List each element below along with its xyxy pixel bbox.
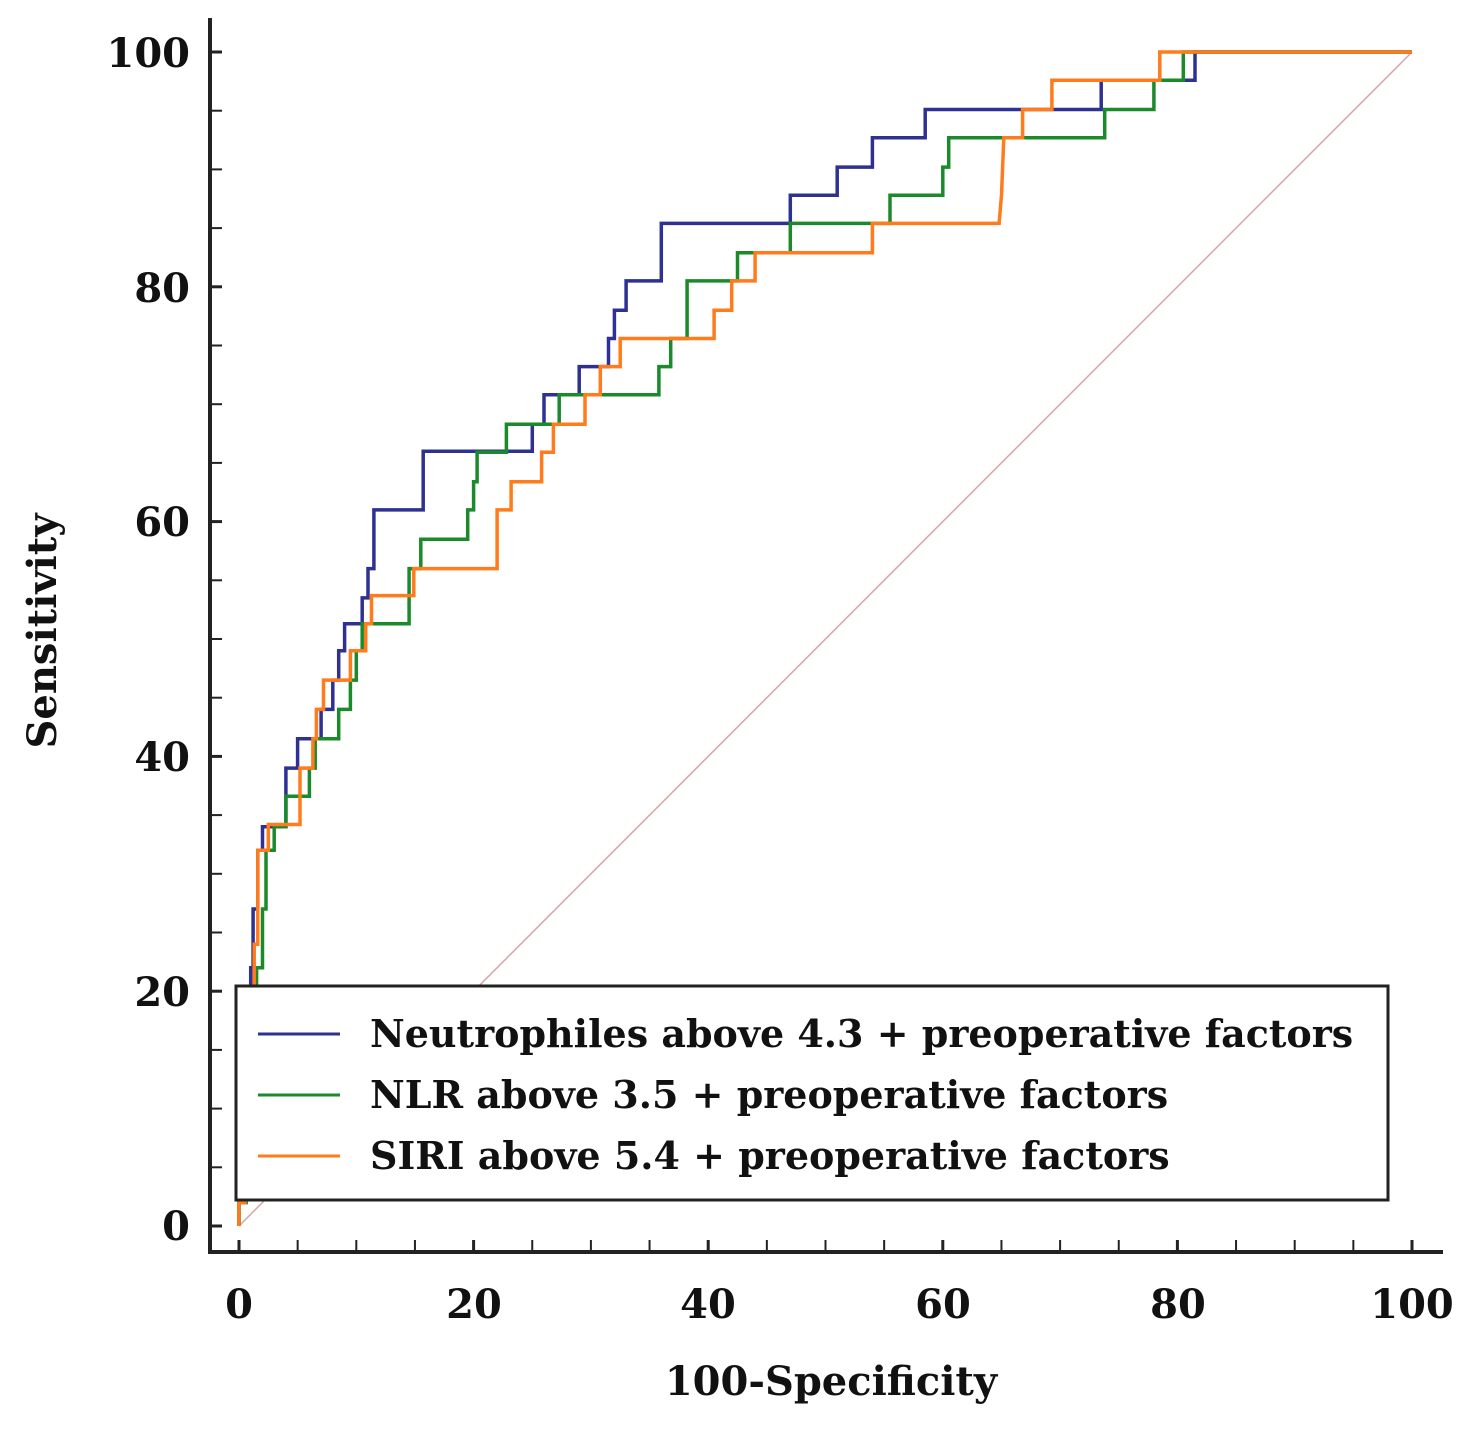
x-tick-marks xyxy=(237,1240,1414,1252)
y-tick-labels: 0 20 40 60 80 100 xyxy=(107,30,191,1250)
legend-label: SIRI above 5.4 + preoperative factors xyxy=(370,1133,1170,1178)
series-line-2 xyxy=(237,50,1412,1226)
y-tick-label: 80 xyxy=(134,265,190,312)
x-tick-label: 60 xyxy=(915,1281,971,1328)
y-tick-label: 60 xyxy=(134,499,190,546)
legend-label: NLR above 3.5 + preoperative factors xyxy=(370,1072,1168,1117)
y-tick-label: 20 xyxy=(134,969,190,1016)
x-tick-label: 20 xyxy=(446,1281,502,1328)
y-tick-label: 0 xyxy=(162,1203,190,1250)
x-tick-label: 40 xyxy=(680,1281,736,1328)
x-tick-label: 100 xyxy=(1370,1281,1454,1328)
legend-label: Neutrophiles above 4.3 + preoperative fa… xyxy=(370,1011,1353,1056)
legend-box xyxy=(234,984,1390,1202)
x-tick-label: 80 xyxy=(1150,1281,1206,1328)
series-line-1 xyxy=(237,50,1412,1226)
legend: Neutrophiles above 4.3 + preoperative fa… xyxy=(234,984,1390,1202)
x-tick-labels: 0 20 40 60 80 100 xyxy=(225,1281,1454,1328)
series-layer xyxy=(237,50,1412,1226)
axes xyxy=(208,18,1443,1254)
y-tick-label: 100 xyxy=(107,30,191,77)
y-axis-title: Sensitivity xyxy=(19,512,66,749)
x-axis-title: 100-Specificity xyxy=(665,1358,999,1405)
x-tick-label: 0 xyxy=(225,1281,253,1328)
y-tick-label: 40 xyxy=(134,734,190,781)
y-tick-marks xyxy=(210,50,222,1228)
